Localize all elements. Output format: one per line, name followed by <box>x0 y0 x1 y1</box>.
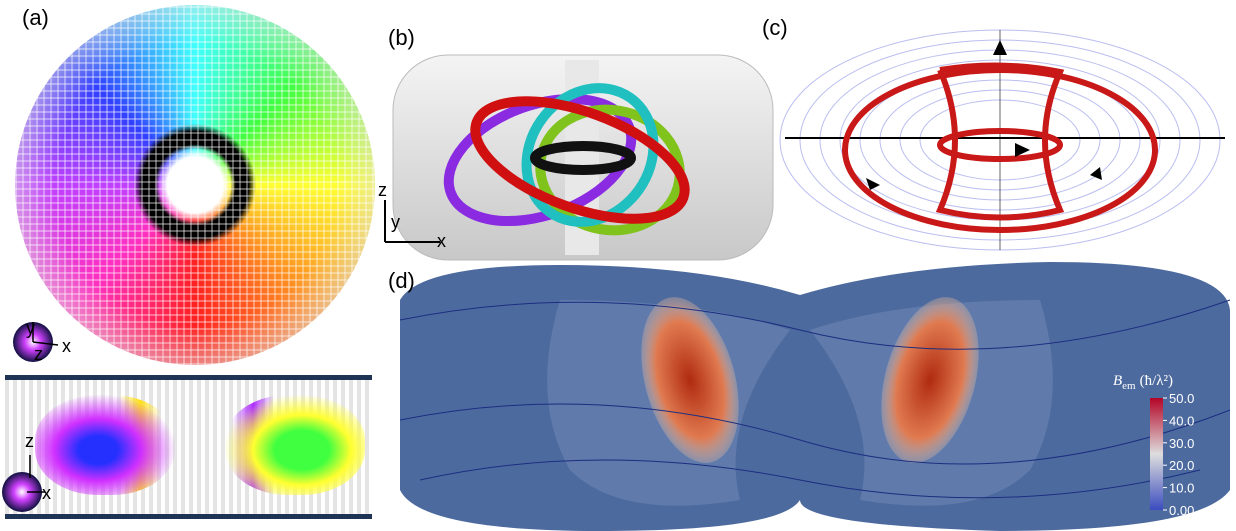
emergent-field-volume <box>400 262 1230 531</box>
colorbar-scale <box>1150 398 1163 510</box>
panel-label: (c) <box>762 15 788 40</box>
figure: (a) (b) (c) (d) y z x z x z y x Bem (ħ/λ²… <box>0 0 1236 531</box>
vortex-rings-part <box>1090 167 1102 180</box>
colorbar-tick-label: 40.0 <box>1169 413 1194 428</box>
panel-label: (d) <box>388 268 415 293</box>
colorbar-tick-label: 0.00 <box>1169 503 1194 518</box>
colorbar-tick-label: 10.0 <box>1169 481 1194 496</box>
axis-label: x <box>42 483 51 503</box>
axis-label: z <box>378 180 387 200</box>
panel-label: (b) <box>388 25 415 50</box>
colorbar-tick-label: 20.0 <box>1169 458 1194 473</box>
axis-label: x <box>62 336 71 356</box>
colorbar-unit: (ħ/λ²) <box>1140 373 1173 389</box>
axis-label: z <box>25 431 34 451</box>
vortex-rings-part <box>993 40 1007 55</box>
panel-label: (a) <box>22 5 49 30</box>
colorbar-tick-label: 30.0 <box>1169 436 1194 451</box>
colorbar-symbol: B <box>1113 373 1122 389</box>
axis-label: z <box>34 344 43 364</box>
emergent-field-volume-part <box>400 262 1230 531</box>
colorbar-tick-label: 50.0 <box>1169 391 1194 406</box>
axis-label: y <box>391 212 400 232</box>
figure-overlay: (a) (b) (c) (d) y z x z x z y x Bem (ħ/λ²… <box>0 0 1236 531</box>
axis-label: x <box>437 231 446 251</box>
colorbar-subscript: em <box>1122 380 1136 392</box>
axis-label: y <box>26 318 35 338</box>
